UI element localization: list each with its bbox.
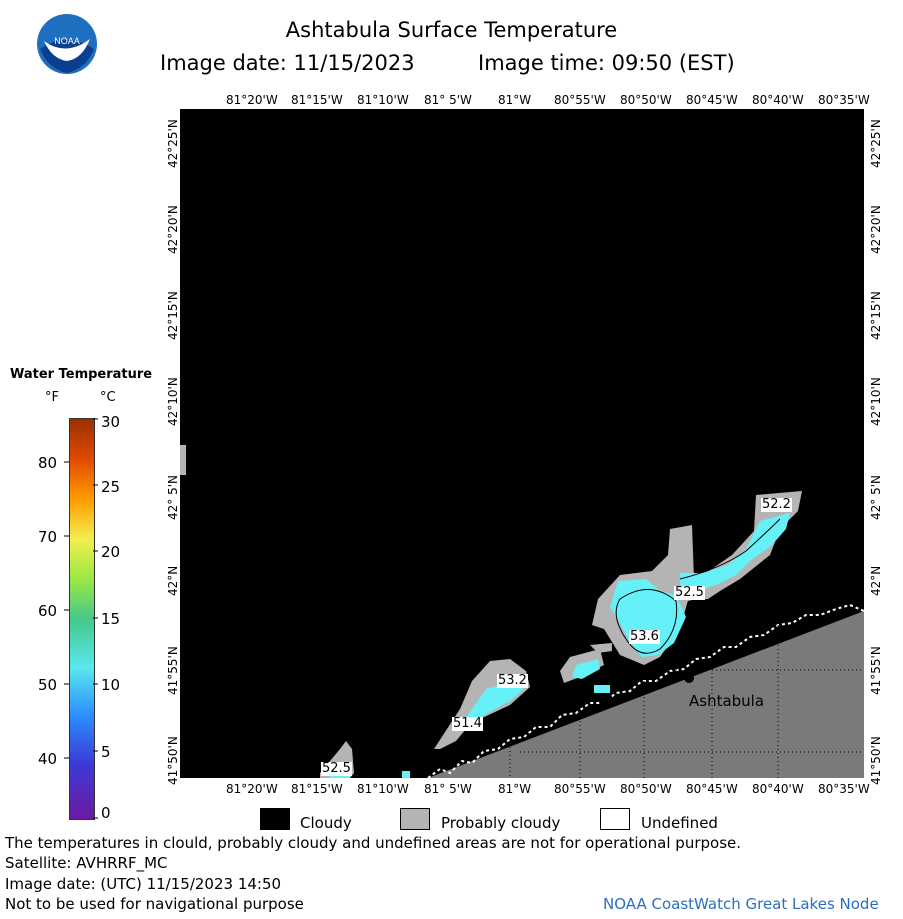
c-tick: 0 <box>101 804 111 822</box>
c-tick: 20 <box>101 543 121 561</box>
lon-label-bottom: 80°50'W <box>620 782 672 796</box>
footer-credit: NOAA CoastWatch Great Lakes Node <box>603 895 879 913</box>
temp-label: 52.5 <box>321 761 352 776</box>
c-tick: 10 <box>101 676 121 694</box>
footer-nav-warning: Not to be used for navigational purpose <box>5 895 304 913</box>
c-tick: 25 <box>101 478 121 496</box>
lon-label-bottom: 80°45'W <box>686 782 738 796</box>
lon-label-top: 81° 5'W <box>424 93 472 107</box>
lat-label-right: 42°15'N <box>869 291 883 340</box>
lat-label-right: 42° 5'N <box>869 475 883 520</box>
lat-label-left: 42°15'N <box>166 291 180 340</box>
lat-label-right: 41°50'N <box>869 736 883 785</box>
lon-label-bottom: 81°15'W <box>291 782 343 796</box>
colorbar-title: Water Temperature <box>10 367 153 382</box>
legend-probably-cloudy-label: Probably cloudy <box>441 814 561 832</box>
city-marker <box>684 673 694 683</box>
temp-label: 53.2 <box>497 673 528 688</box>
lon-label-top: 80°40'W <box>752 93 804 107</box>
c-tick: 15 <box>101 610 121 628</box>
land-area <box>428 611 864 778</box>
f-tick: 40 <box>38 750 58 768</box>
f-tick: 70 <box>38 528 58 546</box>
temp-label: 52.2 <box>761 497 792 512</box>
c-tick: 5 <box>101 743 111 761</box>
lat-label-right: 42°25'N <box>869 119 883 168</box>
f-tick: 80 <box>38 454 58 472</box>
lon-label-bottom: 81°W <box>498 782 532 796</box>
lat-label-left: 41°50'N <box>166 736 180 785</box>
lat-label-right: 42°10'N <box>869 377 883 426</box>
f-tick: 60 <box>38 602 58 620</box>
map-canvas: Ashtabula <box>180 109 865 779</box>
colorbar-ticks <box>64 418 98 820</box>
legend-cloudy-swatch <box>260 808 290 830</box>
colorbar <box>69 418 95 820</box>
lon-label-top: 80°45'W <box>686 93 738 107</box>
lat-label-left: 42°10'N <box>166 377 180 426</box>
image-time: Image time: 09:50 (EST) <box>478 51 735 75</box>
lon-label-top: 80°50'W <box>620 93 672 107</box>
colorbar-unit-f: °F <box>45 390 59 405</box>
lat-label-left: 42°20'N <box>166 205 180 254</box>
lon-label-top: 81°20'W <box>226 93 278 107</box>
lon-label-bottom: 80°40'W <box>752 782 804 796</box>
colorbar-unit-c: °C <box>100 390 116 405</box>
temp-label: 52.5 <box>674 585 705 600</box>
lon-label-top: 81°10'W <box>357 93 409 107</box>
lat-label-left: 42°25'N <box>166 119 180 168</box>
lon-label-top: 81°15'W <box>291 93 343 107</box>
legend-undefined-swatch <box>600 808 630 830</box>
footer-satellite: Satellite: AVHRRF_MC <box>5 854 168 872</box>
lon-label-bottom: 81° 5'W <box>424 782 472 796</box>
f-tick: 50 <box>38 676 58 694</box>
footer-utc-date: Image date: (UTC) 11/15/2023 14:50 <box>5 875 282 893</box>
lat-label-right: 42°N <box>869 565 883 596</box>
lon-label-bottom: 80°35'W <box>818 782 870 796</box>
legend-undefined-label: Undefined <box>641 814 718 832</box>
noaa-logo: NOAA <box>36 13 98 75</box>
lat-label-left: 42° 5'N <box>166 475 180 520</box>
isotherms <box>615 518 781 654</box>
lon-label-top: 81°W <box>498 93 532 107</box>
legend-cloudy-label: Cloudy <box>300 814 352 832</box>
c-tick: 30 <box>101 413 121 431</box>
temperature-map: Ashtabula <box>180 109 865 779</box>
logo-text: NOAA <box>54 36 80 46</box>
lon-label-bottom: 81°20'W <box>226 782 278 796</box>
legend-probably-cloudy-swatch <box>400 808 430 830</box>
image-date: Image date: 11/15/2023 <box>160 51 415 75</box>
city-label: Ashtabula <box>689 692 764 710</box>
lon-label-bottom: 80°55'W <box>554 782 606 796</box>
lat-label-left: 41°55'N <box>166 646 180 695</box>
lat-label-left: 42°N <box>166 565 180 596</box>
lon-label-top: 80°55'W <box>554 93 606 107</box>
lon-label-bottom: 81°10'W <box>357 782 409 796</box>
page-title: Ashtabula Surface Temperature <box>285 18 618 42</box>
lat-label-right: 41°55'N <box>869 646 883 695</box>
lat-label-right: 42°20'N <box>869 205 883 254</box>
temp-label: 51.4 <box>452 716 483 731</box>
graticule <box>509 609 864 778</box>
lon-label-top: 80°35'W <box>818 93 870 107</box>
temp-label: 53.6 <box>629 629 660 644</box>
footer-note: The temperatures in clould, probably clo… <box>5 834 742 852</box>
